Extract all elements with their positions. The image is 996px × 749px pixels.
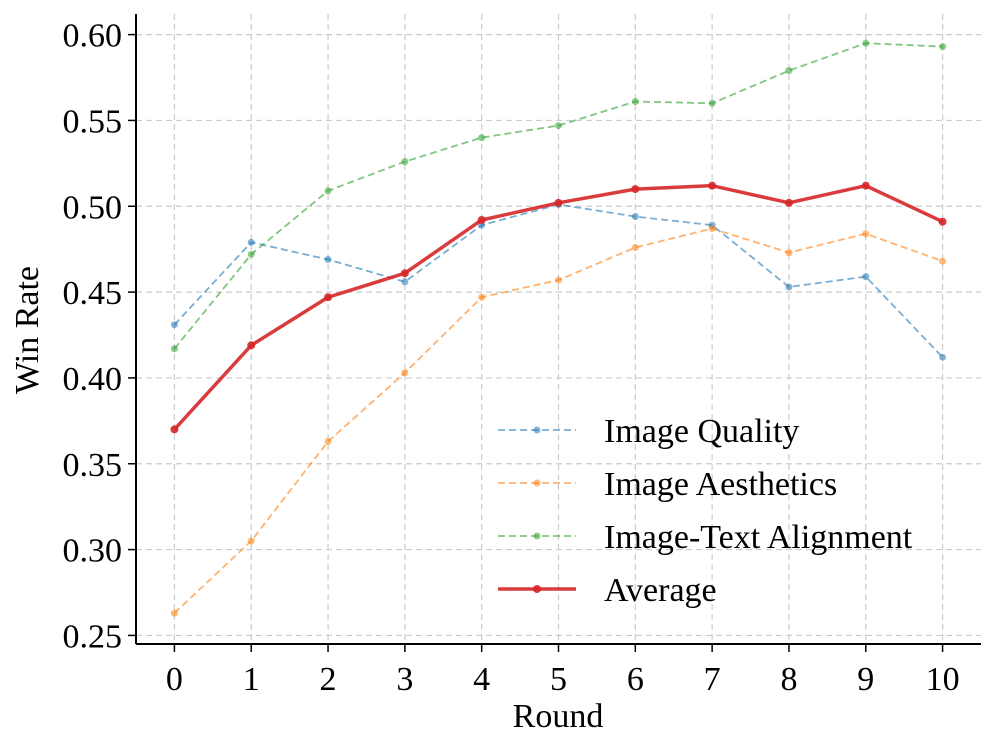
data-point (708, 181, 717, 190)
x-tick-label: 4 (473, 661, 490, 698)
data-point (247, 238, 255, 246)
legend-label: Image Quality (604, 413, 799, 450)
data-point (170, 321, 178, 329)
x-axis-title: Round (513, 698, 604, 735)
data-point (247, 537, 255, 545)
legend-swatch-marker (533, 426, 541, 434)
series-average (170, 181, 947, 434)
y-tick-label: 0.30 (63, 533, 123, 570)
legend-item: Average (498, 572, 717, 609)
y-tick-label: 0.40 (63, 361, 123, 398)
data-point (555, 276, 562, 284)
data-point (170, 425, 179, 434)
y-tick-label: 0.45 (63, 275, 123, 312)
data-point (939, 353, 947, 361)
data-point (400, 269, 409, 278)
legend-label: Average (604, 572, 717, 609)
data-point (555, 122, 562, 130)
data-point (631, 213, 639, 221)
data-point (784, 198, 793, 207)
data-point (631, 185, 640, 194)
data-point (401, 158, 409, 166)
data-point (785, 67, 793, 75)
data-point (401, 369, 409, 377)
x-tick-label: 5 (550, 661, 567, 698)
data-point (401, 278, 409, 286)
legend-item: Image Quality (498, 413, 799, 450)
data-point (170, 345, 178, 353)
data-point (631, 98, 639, 106)
x-tick-label: 2 (320, 661, 337, 698)
y-tick-label: 0.35 (63, 447, 123, 484)
y-tick-label: 0.55 (63, 103, 123, 140)
data-point (708, 99, 716, 107)
data-point (478, 293, 486, 301)
series-group (170, 39, 947, 617)
x-tick-label: 10 (926, 661, 960, 698)
data-point (939, 43, 947, 51)
x-tick-label: 9 (857, 661, 874, 698)
legend: Image Quality Image Aesthetics Image-Text … (498, 413, 913, 609)
data-point (554, 198, 563, 207)
tick-labels: 0 1 2 3 4 5 6 7 8 9 10 0.25 0.30 0.35 0.40 0.45 0.50 0.55… (63, 18, 960, 698)
data-point (708, 225, 716, 233)
data-point (861, 181, 870, 190)
data-point (247, 341, 256, 350)
y-axis-title: Win Rate (9, 266, 46, 394)
y-tick-label: 0.50 (63, 189, 123, 226)
y-tick-label: 0.60 (63, 18, 123, 55)
data-point (862, 273, 870, 281)
data-point (170, 609, 178, 617)
axes (128, 14, 981, 652)
data-point (477, 215, 486, 224)
x-tick-label: 3 (396, 661, 413, 698)
data-point (862, 39, 870, 47)
y-tick-label: 0.25 (63, 618, 123, 655)
data-point (939, 257, 947, 265)
data-point (324, 255, 332, 263)
series-line (173, 42, 943, 350)
x-tick-label: 7 (704, 661, 721, 698)
legend-item: Image Aesthetics (498, 466, 837, 503)
legend-label: Image-Text Alignment (604, 519, 913, 556)
data-point (324, 437, 332, 445)
x-tick-label: 1 (243, 661, 260, 698)
data-point (785, 283, 793, 291)
data-point (247, 250, 255, 258)
data-point (324, 187, 332, 195)
data-point (862, 230, 870, 238)
legend-label: Image Aesthetics (604, 466, 837, 503)
legend-item: Image-Text Alignment (498, 519, 913, 556)
data-point (324, 293, 333, 302)
series-image-aesthetics (170, 225, 947, 617)
data-point (785, 249, 793, 257)
data-point (938, 217, 947, 226)
data-point (478, 134, 486, 142)
legend-swatch-marker (533, 479, 541, 487)
legend-swatch-marker (533, 585, 541, 593)
x-tick-label: 8 (780, 661, 797, 698)
x-tick-label: 6 (627, 661, 644, 698)
x-tick-label: 0 (166, 661, 183, 698)
legend-swatch-marker (533, 532, 541, 540)
data-point (631, 243, 639, 251)
series-image-text-alignment (170, 39, 947, 353)
